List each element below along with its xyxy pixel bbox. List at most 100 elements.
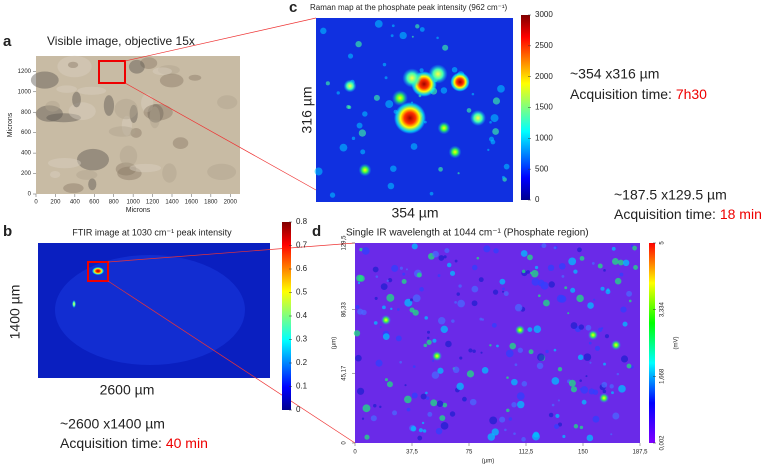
texture-blob bbox=[548, 412, 554, 418]
texture-blob bbox=[506, 376, 509, 379]
hotspot bbox=[92, 267, 104, 275]
texture-blob bbox=[423, 343, 428, 348]
texture-blob bbox=[521, 381, 528, 387]
texture-blob bbox=[611, 257, 619, 265]
texture-blob bbox=[539, 245, 542, 248]
texture-blob bbox=[30, 71, 59, 89]
texture-blob bbox=[440, 325, 448, 334]
texture-blob bbox=[449, 411, 456, 417]
texture-blob bbox=[504, 428, 507, 432]
colorbar-tick-label: 5 bbox=[660, 241, 666, 245]
texture-blob bbox=[619, 272, 624, 277]
hotspot bbox=[343, 79, 357, 93]
texture-blob bbox=[143, 104, 173, 121]
time-caption: Acquisition time: bbox=[614, 206, 716, 222]
texture-blob bbox=[589, 361, 592, 364]
colorbar-tick-label: 3,334 bbox=[660, 301, 666, 317]
texture-blob bbox=[531, 278, 540, 286]
image-texture bbox=[314, 20, 510, 198]
texture-blob bbox=[570, 322, 578, 329]
zoom-link bbox=[124, 82, 317, 191]
texture-blob bbox=[493, 248, 499, 254]
texture-blob bbox=[88, 178, 97, 191]
colorbar-tick-label: 0,002 bbox=[660, 435, 666, 451]
texture-blob bbox=[593, 298, 596, 301]
texture-blob bbox=[508, 417, 513, 421]
texture-blob bbox=[426, 336, 430, 340]
texture-blob bbox=[129, 104, 138, 123]
hotspot bbox=[470, 110, 486, 126]
texture-blob bbox=[121, 115, 132, 136]
texture-blob bbox=[372, 266, 379, 273]
texture-blob bbox=[567, 312, 570, 315]
texture-blob bbox=[351, 136, 356, 141]
texture-blob bbox=[456, 382, 464, 391]
y-tick-label: 600 bbox=[21, 130, 32, 136]
texture-blob bbox=[543, 299, 550, 307]
texture-blob bbox=[581, 399, 587, 405]
y-tick-label: 129,5 bbox=[342, 235, 348, 251]
colorbar-label: (mV) bbox=[674, 337, 680, 350]
texture-blob bbox=[487, 433, 496, 441]
x-tick-label: 800 bbox=[109, 200, 120, 206]
time-label: Acquisition time: 40 min bbox=[60, 435, 208, 451]
texture-blob bbox=[557, 399, 560, 402]
texture-blob bbox=[157, 65, 180, 75]
texture-blob bbox=[468, 348, 473, 353]
texture-blob bbox=[427, 411, 433, 417]
y-tick-label: 0 bbox=[342, 441, 348, 445]
colorbar-tick-label: 1000 bbox=[535, 133, 553, 142]
texture-blob bbox=[489, 344, 492, 347]
colorbar-tick-label: 0.2 bbox=[296, 358, 308, 367]
texture-blob bbox=[466, 370, 475, 378]
texture-blob bbox=[618, 259, 624, 266]
texture-blob bbox=[409, 298, 413, 302]
texture-blob bbox=[536, 362, 544, 370]
texture-blob bbox=[374, 296, 378, 300]
texture-blob bbox=[509, 342, 517, 350]
x-tick-label: 2000 bbox=[224, 200, 238, 206]
axis-label: (µm) bbox=[482, 459, 494, 465]
x-tick-label: 1000 bbox=[126, 200, 140, 206]
colorbar-tick-label: 3000 bbox=[535, 10, 553, 19]
texture-blob bbox=[502, 290, 505, 293]
texture-blob bbox=[466, 108, 472, 113]
texture-blob bbox=[585, 375, 588, 378]
x-tick-label: 0 bbox=[353, 450, 357, 456]
texture-blob bbox=[517, 347, 523, 353]
texture-blob bbox=[67, 61, 79, 69]
texture-blob bbox=[382, 305, 386, 310]
texture-blob bbox=[375, 275, 379, 278]
texture-blob bbox=[128, 59, 145, 74]
texture-blob bbox=[454, 301, 457, 304]
colorbar-tick-label: 0.8 bbox=[296, 217, 308, 226]
texture-blob bbox=[339, 143, 348, 152]
texture-blob bbox=[520, 250, 528, 257]
texture-blob bbox=[47, 158, 82, 169]
texture-blob bbox=[616, 372, 620, 376]
texture-blob bbox=[514, 363, 518, 367]
texture-blob bbox=[506, 408, 510, 413]
x-tick-label: 0 bbox=[34, 200, 38, 206]
image-texture bbox=[30, 55, 238, 193]
texture-blob bbox=[558, 262, 566, 270]
texture-blob bbox=[592, 415, 600, 423]
texture-blob bbox=[409, 307, 415, 313]
texture-blob bbox=[355, 40, 362, 48]
y-tick-label: 45,17 bbox=[342, 365, 348, 381]
panel-letter: a bbox=[3, 33, 12, 50]
colorbar-tick-label: 0.1 bbox=[296, 382, 308, 391]
texture-blob bbox=[570, 287, 576, 293]
texture-blob bbox=[49, 170, 61, 179]
x-tick-label: 150 bbox=[578, 450, 589, 456]
texture-blob bbox=[579, 256, 585, 261]
texture-blob bbox=[458, 284, 462, 288]
texture-blob bbox=[418, 428, 423, 433]
panel-letter: b bbox=[3, 223, 12, 240]
texture-blob bbox=[440, 421, 449, 430]
texture-blob bbox=[527, 254, 533, 261]
colorbar bbox=[282, 222, 291, 410]
texture-blob bbox=[358, 129, 367, 137]
texture-blob bbox=[527, 327, 533, 332]
